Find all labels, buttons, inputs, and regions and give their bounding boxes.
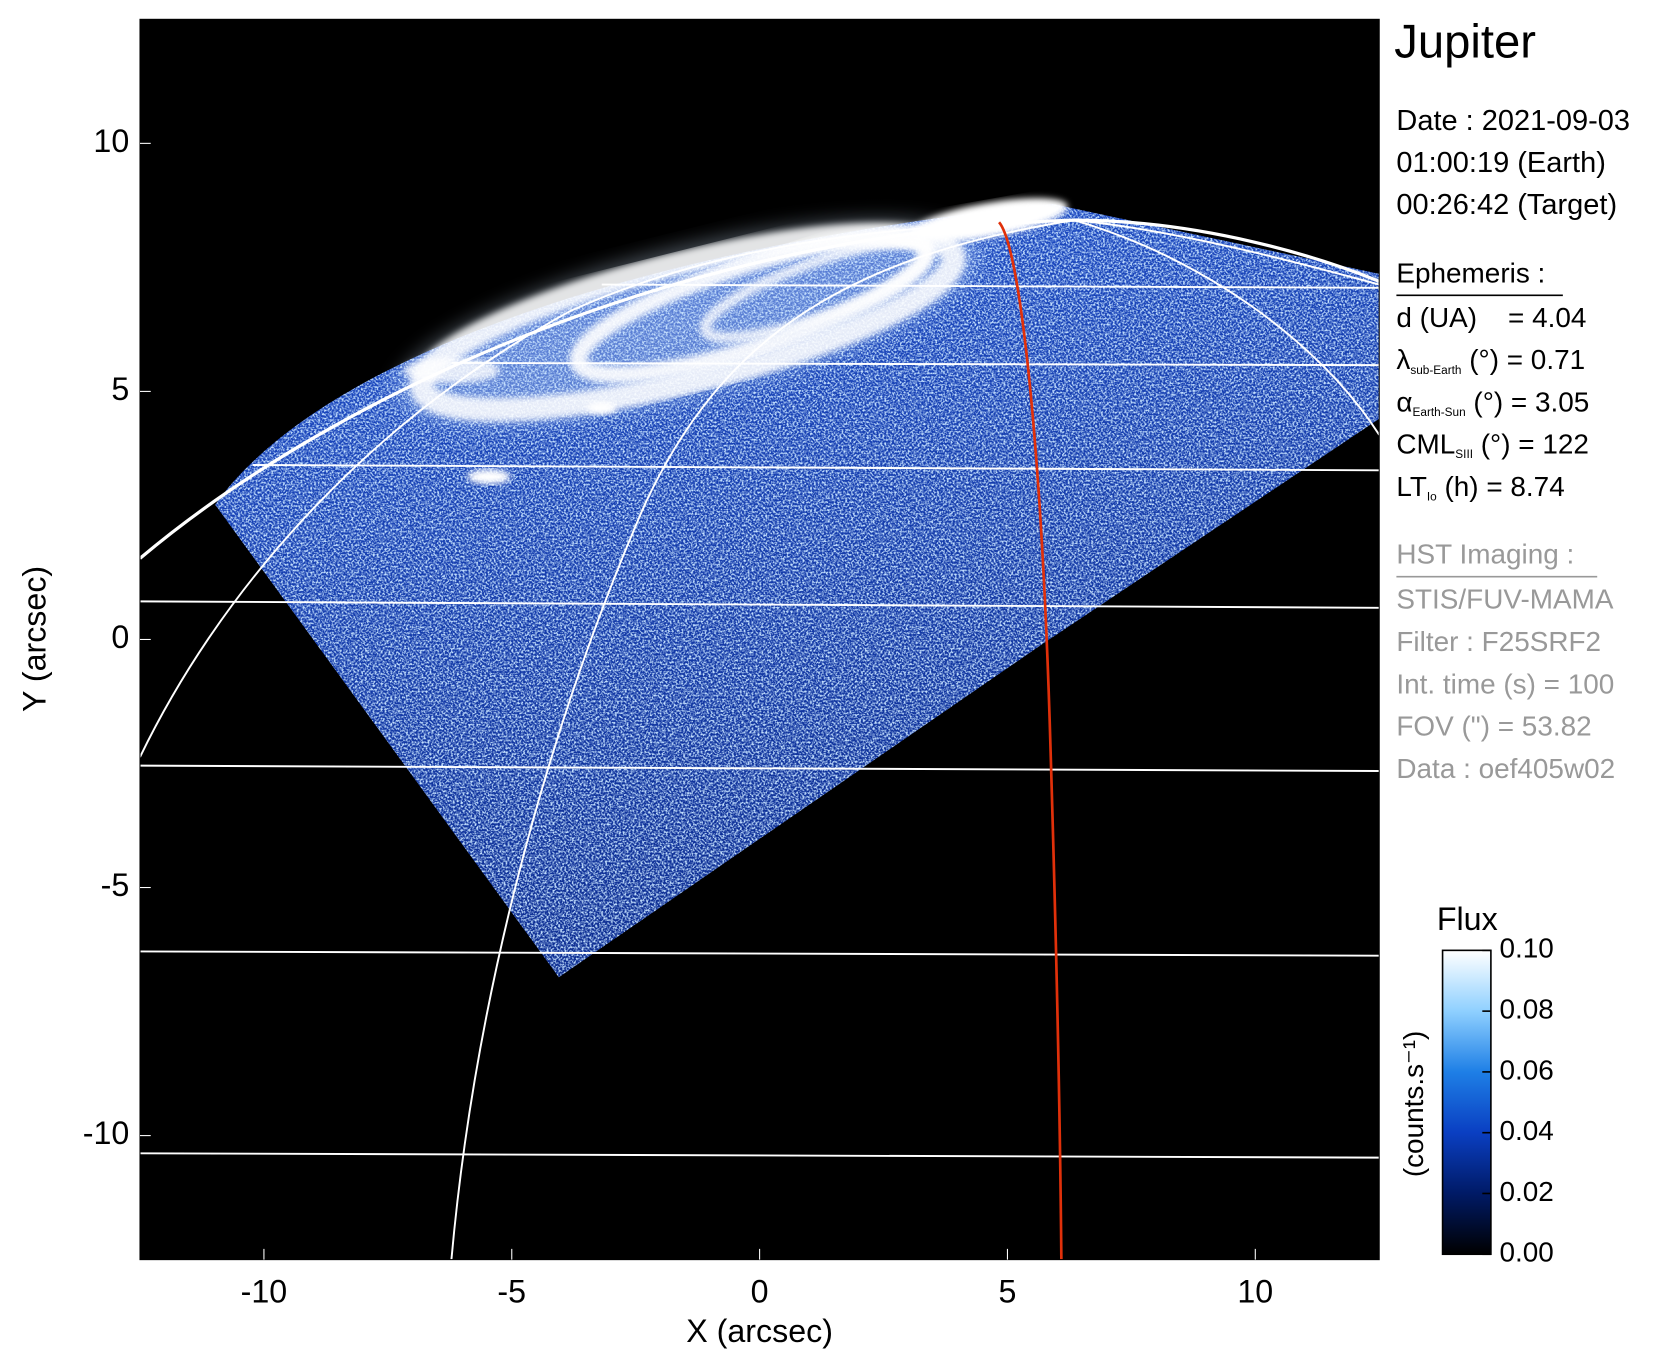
x-tick-label: 10 <box>1237 1273 1273 1309</box>
colorbar-tick-label: 0.02 <box>1499 1176 1553 1207</box>
ephemeris-line: LTIo (h) = 8.74 <box>1396 471 1564 503</box>
symbol: CML <box>1396 429 1455 460</box>
y-tick-label: 0 <box>111 619 129 655</box>
subscript: Io <box>1427 490 1437 504</box>
x-axis-label: X (arcsec) <box>686 1313 833 1349</box>
y-axis-label: Y (arcsec) <box>16 566 52 712</box>
value-text: (°) = 122 <box>1473 429 1589 460</box>
io-footpath <box>998 221 1063 1260</box>
ephemeris-line: d (UA) = 4.04 <box>1396 302 1586 333</box>
symbol: α <box>1396 387 1412 418</box>
y-tick-label: -10 <box>83 1115 130 1151</box>
ephemeris-line: αEarth-Sun (°) = 3.05 <box>1396 387 1589 419</box>
value-text: (°) = 0.71 <box>1462 345 1586 376</box>
instrument-line: Int. time (s) = 100 <box>1396 668 1614 699</box>
value-text: (h) = 8.74 <box>1437 471 1565 502</box>
info-panel: Date : 2021-09-03 01:00:19 (Earth) 00:26:4… <box>1396 105 1630 784</box>
planet-grid <box>140 218 1380 1260</box>
date-line: 00:26:42 (Target) <box>1396 189 1617 221</box>
colorbar-tick-label: 0.10 <box>1499 933 1553 964</box>
colorbar-tick-label: 0.00 <box>1499 1237 1553 1268</box>
colorbar: Flux (counts.s⁻¹) 0.00 0.02 0.04 0.06 0.08 0.10 <box>1398 901 1554 1268</box>
date-line: 01:00:19 (Earth) <box>1396 147 1605 179</box>
plot-area <box>140 19 1380 1260</box>
subscript: SIII <box>1455 447 1473 461</box>
colorbar-tick-label: 0.04 <box>1499 1115 1553 1146</box>
x-tick-label: -10 <box>241 1273 288 1309</box>
colorbar-tick-label: 0.06 <box>1499 1054 1553 1085</box>
instrument-heading: HST Imaging : <box>1396 539 1574 570</box>
y-tick-label: 5 <box>111 371 129 407</box>
subscript: Earth-Sun <box>1413 405 1466 419</box>
value-text: (°) = 3.05 <box>1466 387 1590 418</box>
ephemeris-line: CMLSIII (°) = 122 <box>1396 429 1589 461</box>
y-tick-label: -5 <box>101 867 130 903</box>
symbol: λ <box>1396 345 1410 376</box>
colorbar-unit: (counts.s⁻¹) <box>1398 1031 1429 1178</box>
y-tick-label: 10 <box>93 123 129 159</box>
colorbar-tick-label: 0.08 <box>1499 994 1553 1025</box>
instrument-line: Filter : F25SRF2 <box>1396 626 1601 657</box>
date-line: Date : 2021-09-03 <box>1396 105 1630 137</box>
ephemeris-line: λsub-Earth (°) = 0.71 <box>1396 345 1585 377</box>
title: Jupiter <box>1394 16 1536 69</box>
instrument-line: STIS/FUV-MAMA <box>1396 584 1613 615</box>
colorbar-scale <box>1441 949 1492 1256</box>
value-text: d (UA) = 4.04 <box>1396 302 1586 333</box>
symbol: LT <box>1396 471 1427 502</box>
colorbar-label: Flux <box>1437 901 1498 937</box>
instrument-line: Data : oef405w02 <box>1396 753 1615 784</box>
x-tick-label: 0 <box>751 1273 769 1309</box>
x-tick-label: -5 <box>497 1273 526 1309</box>
instrument-line: FOV (") = 53.82 <box>1396 711 1591 742</box>
x-tick-label: 5 <box>998 1273 1016 1309</box>
ephemeris-heading: Ephemeris : <box>1396 257 1545 288</box>
subscript: sub-Earth <box>1410 363 1461 377</box>
